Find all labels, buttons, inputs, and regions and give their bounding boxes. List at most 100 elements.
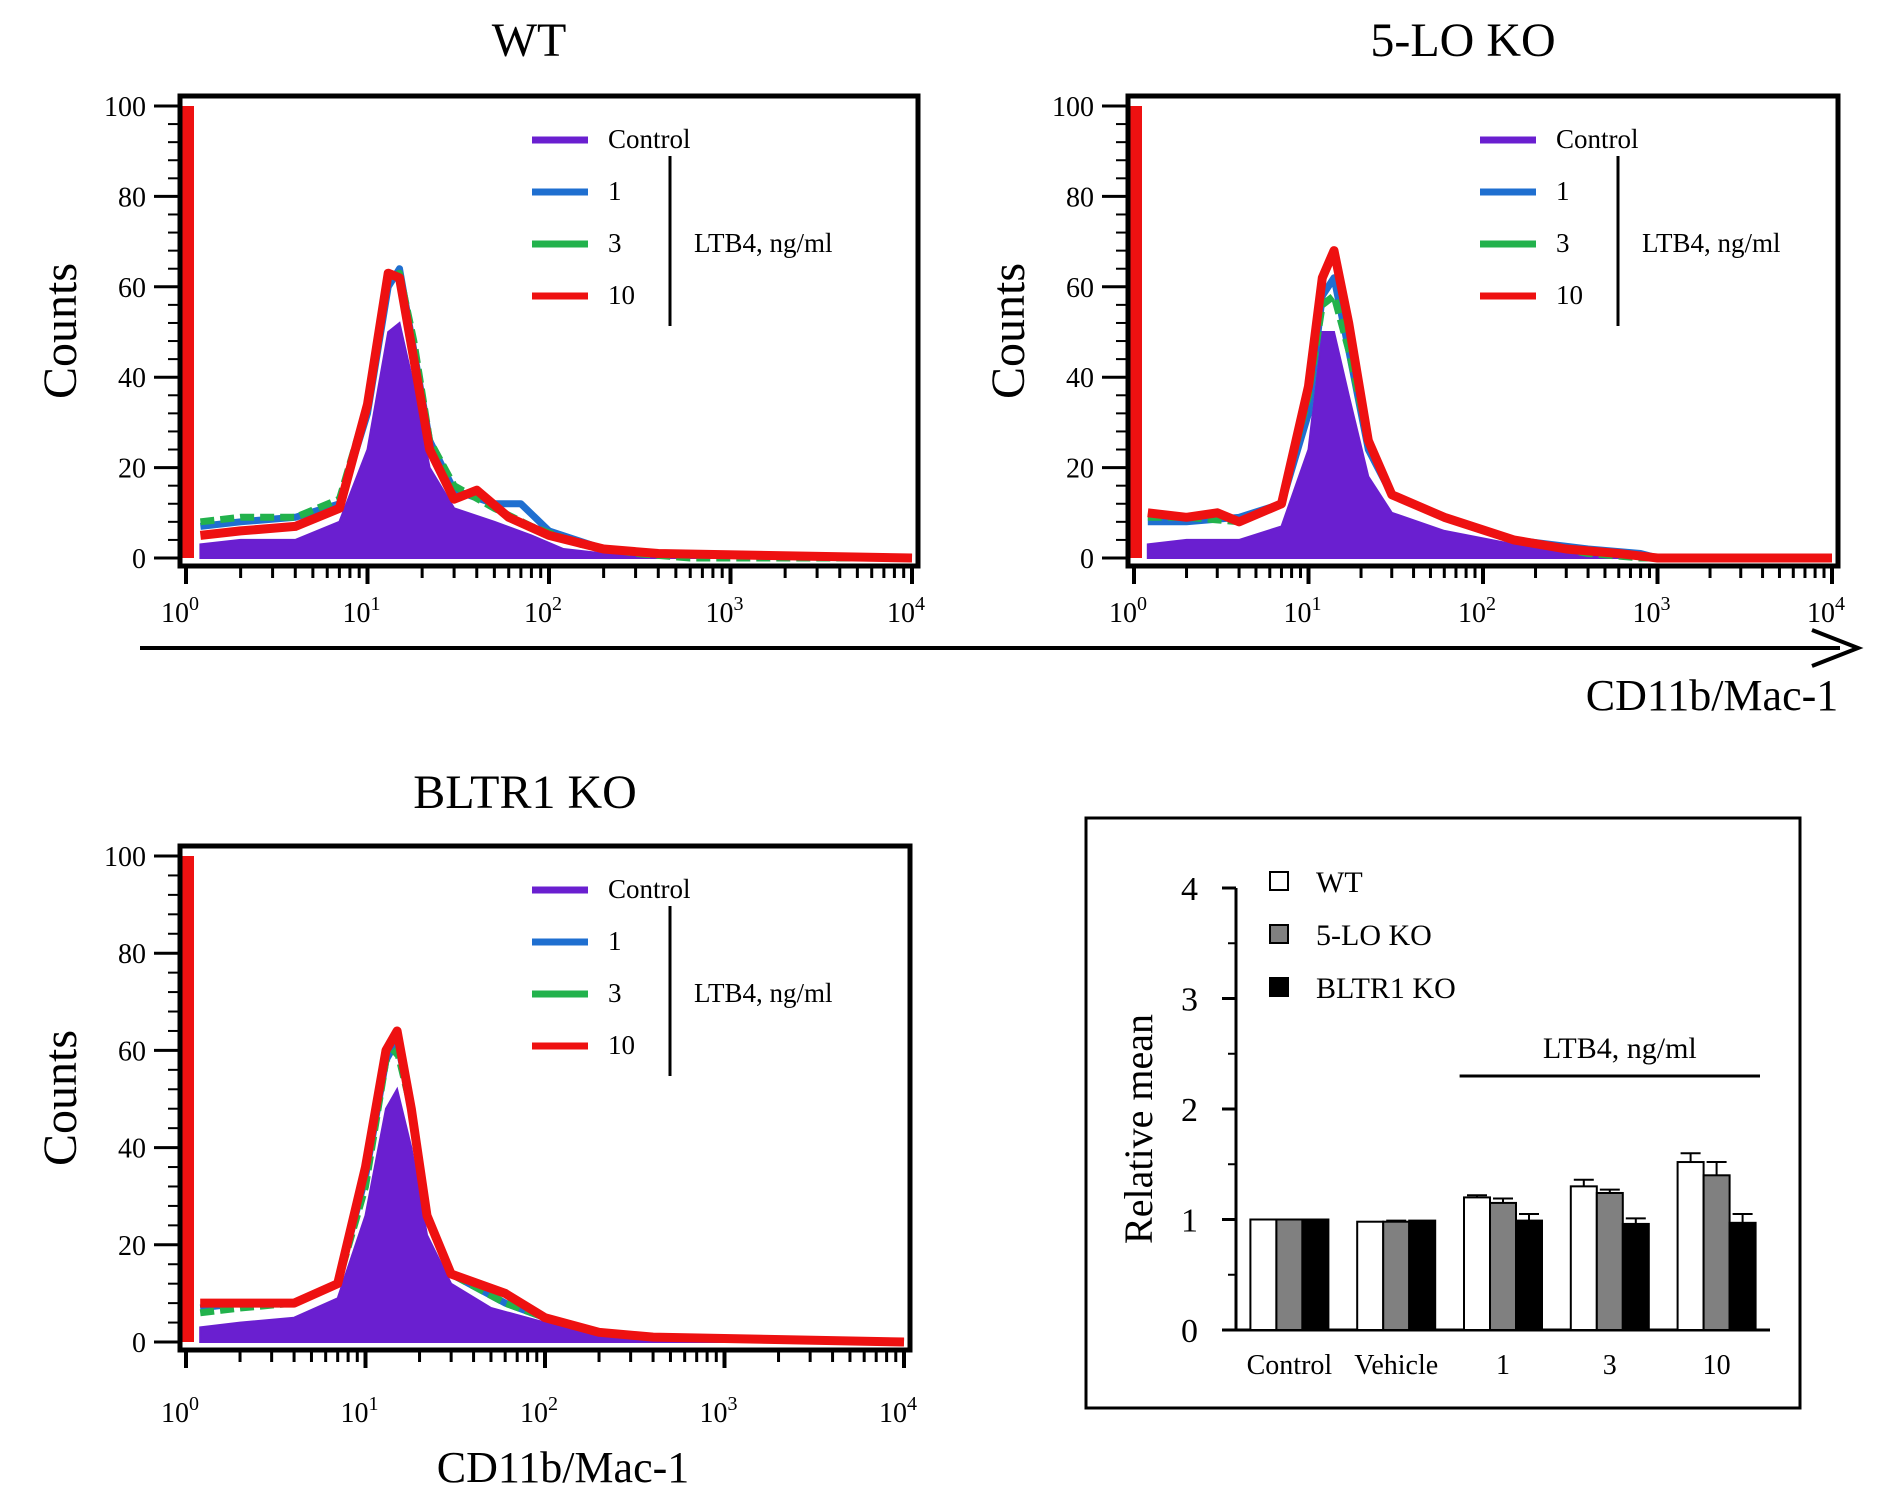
x-tick-label: 104 [1807,593,1845,629]
panel-title: 5-LO KO [1370,14,1555,67]
low-channel-spike [182,106,194,558]
y-axis-label: Counts [982,263,1035,399]
plot-frame [177,93,921,569]
y-tick-label: 2 [1181,1092,1198,1129]
y-axis-label: Counts [34,263,87,399]
y-tick-label: 4 [1181,871,1198,908]
x-tick-exponent: 2 [548,1393,558,1415]
y-tick-label: 40 [118,363,146,394]
legend-label: 3 [1556,228,1570,258]
series-line-3 [200,269,912,562]
y-tick-label: 80 [118,939,146,970]
legend-label: WT [1316,866,1363,899]
plot-frame [1125,93,1841,569]
y-tick-label: 40 [1066,363,1094,394]
legend-label: 10 [608,1030,635,1060]
legend-label: Control [608,124,691,154]
legend-group-label: LTB4, ng/ml [1642,228,1781,258]
x-tick-base: 10 [161,1398,189,1429]
x-tick-label: 101 [1284,593,1322,629]
x-tick-base: 10 [343,598,371,629]
legend-label: 1 [1556,176,1570,206]
x-tick-exponent: 4 [1835,593,1845,615]
x-tick-label: 104 [879,1393,917,1429]
x-tick-base: 10 [1807,598,1835,629]
y-tick-label: 1 [1181,1203,1198,1240]
legend-label: 1 [608,926,622,956]
x-tick-exponent: 4 [907,1393,917,1415]
legend-label: 10 [608,280,635,310]
legend-swatch-1 [1269,924,1289,944]
y-tick-label: 40 [118,1134,146,1165]
bar-bltr1ko [1408,1219,1437,1331]
x-tick-base: 10 [1284,598,1312,629]
y-tick-label: 60 [1066,273,1094,304]
x-tick-exponent: 1 [369,1393,379,1415]
x-tick-exponent: 4 [915,593,925,615]
bar-5loko [1702,1174,1731,1332]
plot-frame [177,843,913,1353]
legend-swatch-2 [1269,977,1289,997]
x-tick-label: 100 [161,1393,199,1429]
low-channel-spike [1130,106,1142,558]
y-tick-label: 20 [118,1231,146,1262]
x-tick-exponent: 0 [189,593,199,615]
shared-x-axis-label: CD11b/Mac-1 [1586,671,1839,720]
legend-label: 3 [608,978,622,1008]
x-tick-base: 10 [706,598,734,629]
bar-5loko [1382,1220,1411,1331]
bar-5loko [1595,1191,1624,1331]
series-line-10 [199,268,913,563]
y-tick-label: 100 [104,92,146,123]
x-tick-base: 10 [1458,598,1486,629]
x-tick-label: 103 [706,593,744,629]
group-label: LTB4, ng/ml [1543,1032,1697,1065]
legend-label: 3 [608,228,622,258]
bar-wt [1356,1220,1385,1331]
x-tick-label: 102 [524,593,562,629]
bar-5loko [1275,1218,1304,1331]
bar-bltr1ko [1515,1219,1543,1331]
legend-label: Control [608,874,691,904]
x-category-label: Control [1247,1350,1333,1381]
x-tick-exponent: 3 [1661,593,1671,615]
x-tick-base: 10 [1109,598,1137,629]
x-category-label: 1 [1496,1350,1510,1381]
x-tick-label: 101 [341,1393,379,1429]
x-axis-label: CD11b/Mac-1 [437,1443,690,1492]
legend-group-label: LTB4, ng/ml [694,228,833,258]
x-tick-exponent: 2 [552,593,562,615]
x-tick-label: 103 [700,1393,738,1429]
legend-label: 1 [608,176,622,206]
x-category-label: 3 [1603,1350,1617,1381]
x-tick-exponent: 1 [371,593,381,615]
shared-x-axis-arrow: CD11b/Mac-1 [140,628,1864,720]
x-tick-base: 10 [700,1398,728,1429]
x-tick-base: 10 [341,1398,369,1429]
y-tick-label: 0 [1080,544,1094,575]
bar-panel-border [1084,816,1802,1410]
arrow-head [1811,628,1864,668]
low-channel-spike [182,856,194,1342]
series-control-area [199,1086,904,1343]
series-line-10 [200,1026,905,1347]
x-tick-label: 104 [887,593,925,629]
legend-label: BLTR1 KO [1316,972,1456,1005]
x-tick-exponent: 3 [728,1393,738,1415]
x-tick-exponent: 0 [189,1393,199,1415]
y-tick-label: 3 [1181,982,1198,1019]
panel-title: BLTR1 KO [413,766,637,819]
x-tick-base: 10 [887,598,915,629]
x-tick-exponent: 1 [1312,593,1322,615]
y-tick-label: 60 [118,1036,146,1067]
legend-swatch-0 [1269,871,1289,891]
x-tick-label: 102 [520,1393,558,1429]
y-tick-label: 0 [132,1328,146,1359]
bar-5loko [1489,1201,1517,1332]
x-tick-exponent: 3 [734,593,744,615]
y-tick-label: 0 [132,544,146,575]
